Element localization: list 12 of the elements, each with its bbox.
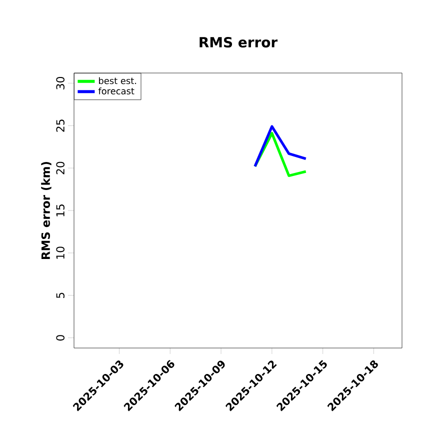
y-tick-label: 0 [56,335,64,341]
line-series [254,125,308,168]
legend-label: best est. [99,77,136,84]
y-tick-label: 30 [56,76,64,90]
chart-title: RMS error [200,36,278,48]
y-axis-title: RMS error (km) [41,162,52,259]
y-tick-label: 25 [56,120,64,132]
y-tick-label: 20 [56,162,64,174]
y-tick-label: 15 [56,204,64,216]
y-tick-label: 10 [56,246,64,259]
y-tick-label: 5 [56,292,64,298]
legend-label: forecast [98,87,134,94]
